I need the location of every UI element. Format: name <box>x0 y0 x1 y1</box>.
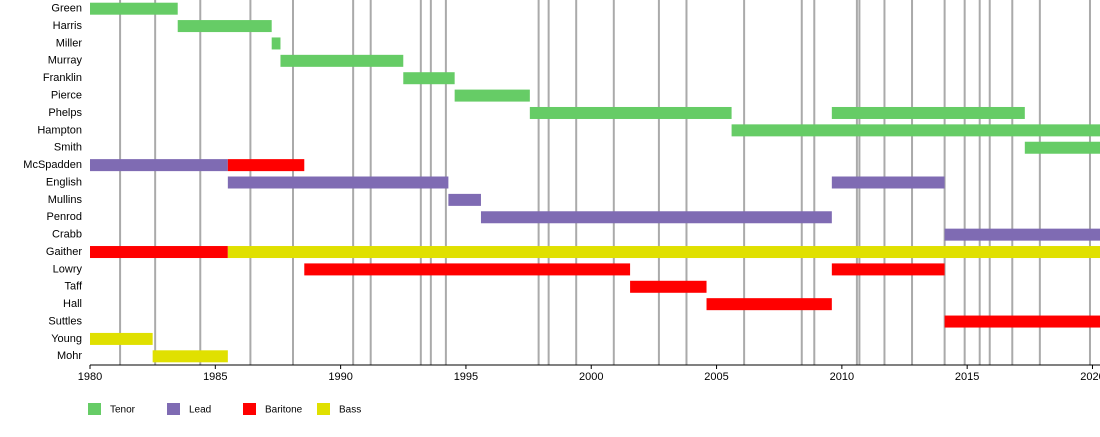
legend-swatch <box>317 403 330 415</box>
bar <box>90 2 178 15</box>
row-label: Miller <box>56 37 83 49</box>
bar <box>403 72 455 85</box>
legend-swatch <box>243 403 256 415</box>
x-tick-label: 1980 <box>78 371 102 383</box>
bar <box>831 106 1025 119</box>
x-tick-label: 1990 <box>328 371 352 383</box>
bar <box>152 350 228 363</box>
legend-label: Tenor <box>110 405 136 416</box>
x-tick-label: 2005 <box>704 371 728 383</box>
row-label: Young <box>51 333 82 345</box>
row-label: Harris <box>53 20 83 32</box>
bar <box>630 280 707 293</box>
bar <box>227 246 1100 259</box>
bar <box>454 89 530 102</box>
row-label: Hall <box>63 298 82 310</box>
row-label: Taff <box>64 281 82 293</box>
legend-swatch <box>88 403 101 415</box>
row-label: English <box>46 176 82 188</box>
bar <box>731 124 1100 137</box>
legend-label: Lead <box>189 405 211 416</box>
bar <box>280 54 404 67</box>
bar <box>227 159 305 172</box>
bar <box>831 176 945 189</box>
row-label: Green <box>51 3 82 15</box>
bar <box>706 298 832 311</box>
row-label: Hampton <box>37 124 82 136</box>
x-tick-label: 2010 <box>830 371 854 383</box>
row-label: Mullins <box>48 194 83 206</box>
x-tick-label: 2020 <box>1080 371 1100 383</box>
row-label: Penrod <box>47 211 82 223</box>
legend-label: Baritone <box>265 405 303 416</box>
bar <box>529 106 732 119</box>
x-tick-label: 2000 <box>579 371 603 383</box>
x-tick-label: 1985 <box>203 371 227 383</box>
row-label: Murray <box>48 55 83 67</box>
bar <box>227 176 449 189</box>
bar <box>177 20 272 33</box>
legend-swatch <box>167 403 180 415</box>
row-label: McSpadden <box>23 159 82 171</box>
x-tick-label: 2015 <box>955 371 979 383</box>
x-tick-label: 1995 <box>454 371 478 383</box>
bar <box>944 315 1100 328</box>
bar <box>271 37 281 50</box>
bar <box>944 228 1100 241</box>
row-label: Phelps <box>48 107 82 119</box>
row-label: Smith <box>54 142 82 154</box>
row-label: Lowry <box>53 263 83 275</box>
bar <box>90 246 228 259</box>
row-label: Pierce <box>51 90 82 102</box>
row-label: Franklin <box>43 72 82 84</box>
bar <box>90 332 153 345</box>
row-label: Suttles <box>48 315 82 327</box>
bar <box>90 159 228 172</box>
bar <box>480 211 832 224</box>
row-label: Crabb <box>52 229 82 241</box>
row-label: Gaither <box>46 246 82 258</box>
legend-label: Bass <box>339 405 361 416</box>
bar <box>831 263 945 276</box>
bar <box>1024 141 1100 154</box>
bar <box>304 263 631 276</box>
row-label: Mohr <box>57 350 82 362</box>
bar <box>448 193 481 206</box>
